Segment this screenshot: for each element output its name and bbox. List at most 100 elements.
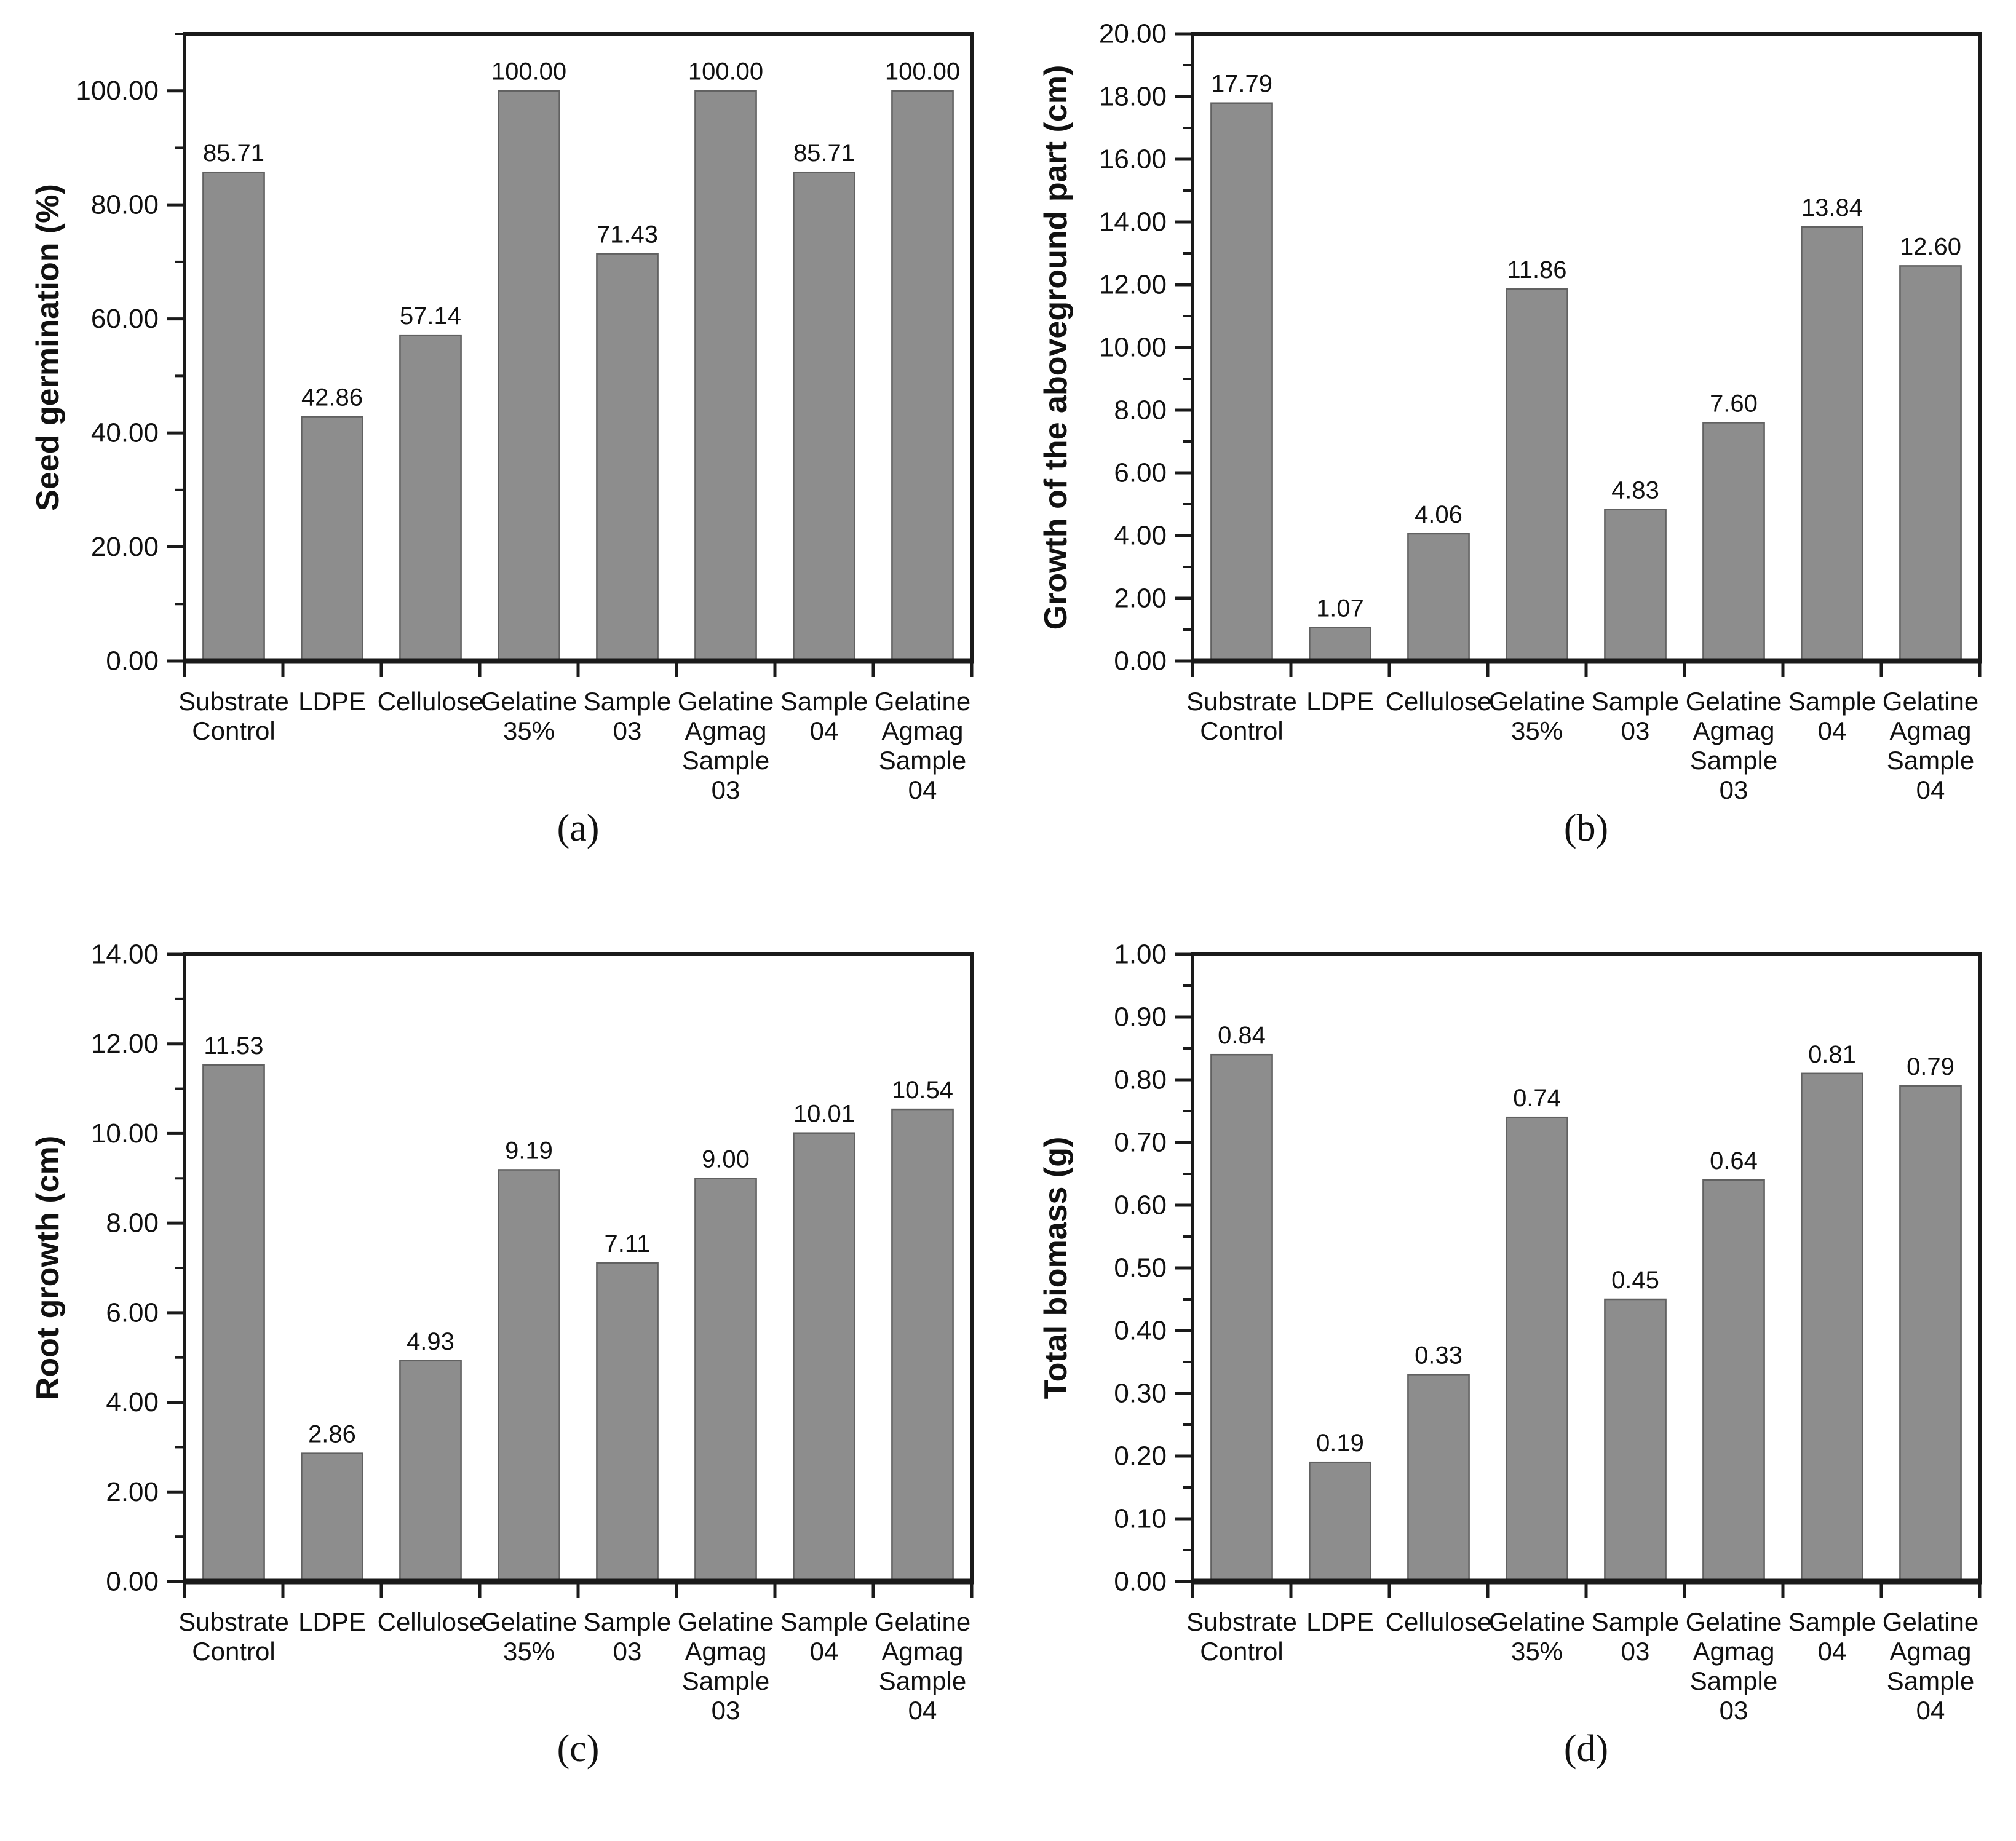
bar-b-4 <box>1506 288 1568 662</box>
x-tick-label: Gelatine <box>1686 687 1782 716</box>
x-tick-label: Control <box>1200 1637 1283 1666</box>
x-tick-label: Sample <box>1887 746 1974 775</box>
x-tick-label: Agmag <box>685 1637 766 1666</box>
y-tick-label: 0.70 <box>1114 1128 1167 1158</box>
x-tick-label: 04 <box>1818 1637 1847 1666</box>
y-tick-label: 20.00 <box>91 532 159 562</box>
y-tick-label: 80.00 <box>91 190 159 220</box>
bar-value-label: 0.19 <box>1316 1430 1364 1457</box>
x-tick-label: Agmag <box>881 716 963 745</box>
y-tick-label: 12.00 <box>1099 270 1167 300</box>
x-tick-label: Cellulose <box>1386 1607 1492 1636</box>
y-tick-label: 100.00 <box>76 76 159 106</box>
bar-chart-seed-germination: 0.00 20.00 40.00 60.00 80.00 100.00 85.71 Subst… <box>76 32 974 804</box>
x-tick-label: Gelatine <box>1489 1607 1585 1636</box>
x-tick-label: Gelatine <box>875 1607 970 1636</box>
bar-value-label: 9.00 <box>702 1146 750 1173</box>
x-tick-label: Cellulose <box>378 1607 484 1636</box>
y-tick-label: 20.00 <box>1099 19 1167 49</box>
y-tick-label: 0.80 <box>1114 1065 1167 1095</box>
bar-a-7 <box>793 171 855 662</box>
bar-value-label: 85.71 <box>793 140 855 167</box>
x-tick-label: Agmag <box>685 716 766 745</box>
y-tick-label: 0.90 <box>1114 1002 1167 1032</box>
panel-caption: (b) <box>1563 807 1609 849</box>
y-tick-label: 0.00 <box>106 1567 159 1597</box>
bar-value-label: 42.86 <box>301 384 363 411</box>
x-tick-label: 35% <box>1511 1637 1563 1666</box>
y-tick-label: 12.00 <box>91 1029 159 1059</box>
bar-value-label: 0.81 <box>1808 1041 1856 1068</box>
y-tick-label: 6.00 <box>1114 458 1167 488</box>
y-tick-label: 14.00 <box>91 940 159 970</box>
x-tick-label: Cellulose <box>1386 687 1492 716</box>
y-tick-label: 8.00 <box>106 1208 159 1238</box>
x-tick-label: Agmag <box>1889 1637 1971 1666</box>
x-tick-label: Sample <box>584 687 671 716</box>
bar-value-label: 11.86 <box>1507 256 1566 283</box>
bar-c-8 <box>891 1108 954 1583</box>
bar-a-2 <box>301 416 363 662</box>
x-tick-label: Cellulose <box>378 687 484 716</box>
bar-d-5 <box>1604 1298 1667 1583</box>
panel-c: 0.00 2.00 4.00 6.00 8.00 10.00 12.00 14.00 11.53… <box>0 921 1008 1840</box>
bar-b-7 <box>1801 226 1863 662</box>
bar-c-5 <box>596 1262 659 1583</box>
bar-d-1 <box>1210 1053 1273 1583</box>
x-tick-label: 04 <box>1916 1696 1945 1725</box>
y-tick-label: 0.50 <box>1114 1253 1167 1283</box>
bar-value-label: 1.07 <box>1316 595 1364 622</box>
y-tick-label: 0.00 <box>106 646 159 676</box>
y-tick-label: 60.00 <box>91 304 159 334</box>
bar-c-6 <box>694 1178 757 1583</box>
bar-a-6 <box>694 90 757 662</box>
bar-d-6 <box>1702 1179 1765 1583</box>
bar-b-1 <box>1210 102 1273 662</box>
bar-a-3 <box>399 334 462 662</box>
bar-chart-total-biomass: 0.00 0.10 0.20 0.30 0.40 0.50 0.60 0.70 0.80 0.90… <box>1114 940 1982 1725</box>
x-tick-label: Gelatine <box>678 687 774 716</box>
x-tick-label: Control <box>192 716 275 745</box>
x-tick-label: Sample <box>1592 687 1679 716</box>
bar-b-5 <box>1604 509 1667 662</box>
x-tick-label: Sample <box>682 1666 769 1695</box>
x-tick-label: 04 <box>908 1696 937 1725</box>
x-tick-label: 04 <box>908 775 937 804</box>
x-tick-label: Gelatine <box>481 687 577 716</box>
y-tick-label: 6.00 <box>106 1297 159 1328</box>
bar-value-label: 4.93 <box>407 1328 454 1355</box>
bar-value-label: 71.43 <box>597 221 658 248</box>
x-tick-label: Sample <box>1592 1607 1679 1636</box>
bar-value-label: 100.00 <box>491 58 566 85</box>
x-tick-label: 04 <box>1916 775 1945 804</box>
x-tick-label: Sample <box>584 1607 671 1636</box>
x-tick-label: 03 <box>1621 716 1650 745</box>
bar-value-label: 12.60 <box>1900 233 1961 260</box>
bar-value-label: 13.84 <box>1801 194 1863 221</box>
bar-value-label: 7.11 <box>605 1230 651 1257</box>
bar-value-label: 10.01 <box>793 1101 855 1128</box>
x-tick-label: 03 <box>712 1696 740 1725</box>
bar-value-label: 10.54 <box>892 1077 953 1104</box>
x-tick-label: Agmag <box>1693 1637 1774 1666</box>
bar-value-label: 2.86 <box>308 1421 356 1448</box>
x-tick-label: 35% <box>503 1637 555 1666</box>
x-tick-label: 03 <box>712 775 740 804</box>
bar-value-label: 0.45 <box>1611 1267 1659 1294</box>
x-tick-label: Sample <box>780 1607 868 1636</box>
y-tick-label: 10.00 <box>1099 333 1167 363</box>
y-tick-label: 18.00 <box>1099 82 1167 112</box>
x-tick-label: Gelatine <box>1489 687 1585 716</box>
bar-d-4 <box>1506 1116 1568 1583</box>
bar-value-label: 9.19 <box>505 1137 553 1164</box>
x-tick-label: 03 <box>1720 775 1748 804</box>
x-tick-label: Agmag <box>881 1637 963 1666</box>
bar-value-label: 57.14 <box>400 303 461 330</box>
x-tick-label: 03 <box>1720 1696 1748 1725</box>
bar-b-8 <box>1899 265 1962 662</box>
bar-value-label: 4.06 <box>1415 501 1462 528</box>
bar-b-2 <box>1309 627 1371 662</box>
bar-d-3 <box>1407 1374 1470 1583</box>
x-tick-label: Control <box>192 1637 275 1666</box>
